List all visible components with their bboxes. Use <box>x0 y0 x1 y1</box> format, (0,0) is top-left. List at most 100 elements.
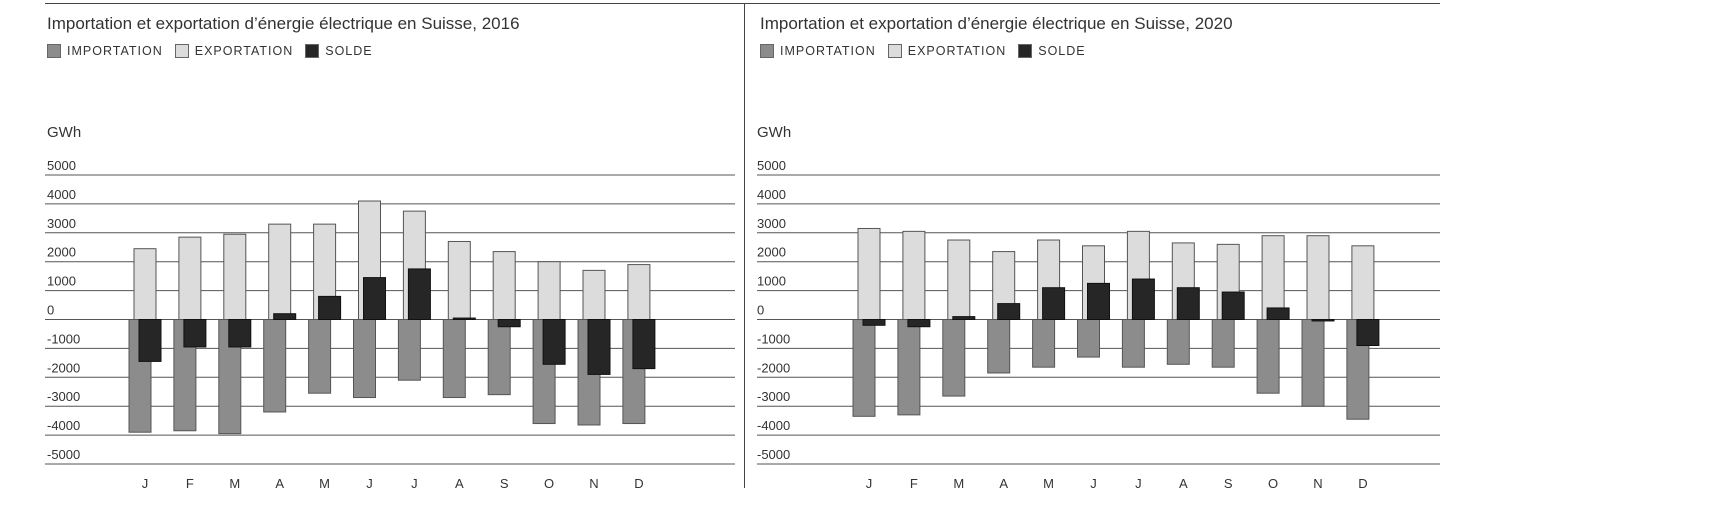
x-tick-label: S <box>1224 476 1233 491</box>
legend-swatch-export <box>887 44 902 58</box>
import-bar <box>397 319 421 381</box>
solde-bar <box>1131 278 1155 321</box>
x-tick-label: A <box>455 476 464 491</box>
solde-bar <box>183 319 207 348</box>
solde-bar <box>862 319 886 326</box>
y-tick-label: 2000 <box>47 245 76 260</box>
legend-swatch-solde <box>1018 44 1033 58</box>
y-tick-label: 4000 <box>757 187 786 202</box>
y-tick-label: 3000 <box>47 216 76 231</box>
y-axis-unit: GWh <box>47 124 82 141</box>
x-tick-label: M <box>319 476 330 491</box>
import-bar <box>1121 319 1145 368</box>
legend-item-solde: SOLDE <box>305 44 372 58</box>
legend-swatch-import <box>760 44 774 58</box>
x-tick-label: F <box>910 476 918 491</box>
import-bar <box>1032 319 1056 368</box>
solde-bar <box>1221 291 1245 321</box>
solde-bar <box>273 313 297 321</box>
solde-bar <box>1176 287 1200 320</box>
x-tick-label: J <box>366 476 373 491</box>
y-tick-label: 3000 <box>757 216 786 231</box>
export-bar <box>857 227 881 320</box>
solde-bar <box>997 303 1021 321</box>
x-tick-label: J <box>866 476 873 491</box>
y-tick-label: -2000 <box>757 360 790 375</box>
export-bar <box>1351 245 1375 320</box>
x-tick-label: A <box>999 476 1008 491</box>
y-tick-label: -3000 <box>757 389 790 404</box>
legend-item-export: EXPORTATION <box>887 44 1007 58</box>
solde-bar <box>138 319 162 362</box>
x-tick-label: M <box>953 476 964 491</box>
legend-label-import: IMPORTATION <box>67 44 163 58</box>
export-bar <box>268 223 292 321</box>
y-tick-label: 1000 <box>757 274 786 289</box>
x-tick-label: S <box>500 476 509 491</box>
x-tick-label: J <box>142 476 149 491</box>
y-tick-label: -3000 <box>47 389 80 404</box>
legend-swatch-solde <box>305 44 320 58</box>
import-bar <box>1301 319 1325 407</box>
export-bar <box>902 230 926 320</box>
chart-panel-2020: Importation et exportation d’énergie éle… <box>745 0 1733 521</box>
legend-label-export: EXPORTATION <box>907 44 1007 58</box>
solde-bar <box>318 295 342 321</box>
chart-title: Importation et exportation d’énergie éle… <box>760 14 1233 33</box>
chart-legend: IMPORTATION EXPORTATION SOLDE <box>760 44 1098 58</box>
y-tick-label: -5000 <box>757 447 790 462</box>
x-tick-label: J <box>411 476 418 491</box>
x-tick-label: F <box>186 476 194 491</box>
x-tick-label: J <box>1090 476 1097 491</box>
import-bar <box>1077 319 1100 358</box>
solde-bar <box>542 319 566 365</box>
legend-label-import: IMPORTATION <box>780 44 876 58</box>
export-bar <box>627 264 651 320</box>
x-tick-label: N <box>1313 476 1322 491</box>
import-bar <box>987 319 1011 374</box>
legend-item-import: IMPORTATION <box>47 44 163 58</box>
chart-title: Importation et exportation d’énergie éle… <box>47 14 520 33</box>
solde-bar <box>1087 282 1110 320</box>
bar-chart-2016: 5000 4000 3000 2000 1000 0 -1000 -2000 -3000 -400… <box>45 158 735 491</box>
export-bar <box>1261 235 1285 320</box>
chart-panel-2016: Importation et exportation d’énergie éle… <box>0 0 745 521</box>
legend-swatch-export <box>174 44 189 58</box>
legend-label-solde: SOLDE <box>1038 44 1086 58</box>
solde-bar <box>363 277 386 320</box>
y-tick-label: -1000 <box>47 331 80 346</box>
import-bar <box>852 319 876 417</box>
solde-bar <box>452 317 476 320</box>
x-tick-label: A <box>1179 476 1188 491</box>
solde-bar <box>407 268 431 320</box>
legend-item-export: EXPORTATION <box>174 44 294 58</box>
solde-bar <box>1356 319 1380 347</box>
legend-item-import: IMPORTATION <box>760 44 876 58</box>
export-bar <box>1306 235 1330 320</box>
y-tick-label: 2000 <box>757 245 786 260</box>
export-bar <box>947 239 971 320</box>
y-tick-label: -1000 <box>757 331 790 346</box>
y-tick-label: 5000 <box>47 158 76 173</box>
export-bar <box>582 269 606 320</box>
y-tick-label: 0 <box>47 303 54 318</box>
x-tick-label: A <box>275 476 284 491</box>
x-tick-label: D <box>1358 476 1367 491</box>
export-bar <box>537 261 561 321</box>
chart-legend: IMPORTATION EXPORTATION SOLDE <box>47 44 385 58</box>
top-rule-right <box>745 3 1440 4</box>
import-bar <box>263 319 287 413</box>
x-tick-label: O <box>544 476 554 491</box>
y-tick-label: 0 <box>757 303 764 318</box>
solde-bar <box>228 319 252 348</box>
import-bar <box>442 319 466 399</box>
y-tick-label: -4000 <box>757 418 790 433</box>
import-bar <box>353 319 376 399</box>
solde-bar <box>1042 287 1066 320</box>
x-tick-label: M <box>229 476 240 491</box>
solde-bar <box>952 316 976 320</box>
panel-divider <box>744 3 745 488</box>
export-bar <box>492 251 516 321</box>
y-tick-label: 4000 <box>47 187 76 202</box>
solde-bar <box>632 319 656 370</box>
